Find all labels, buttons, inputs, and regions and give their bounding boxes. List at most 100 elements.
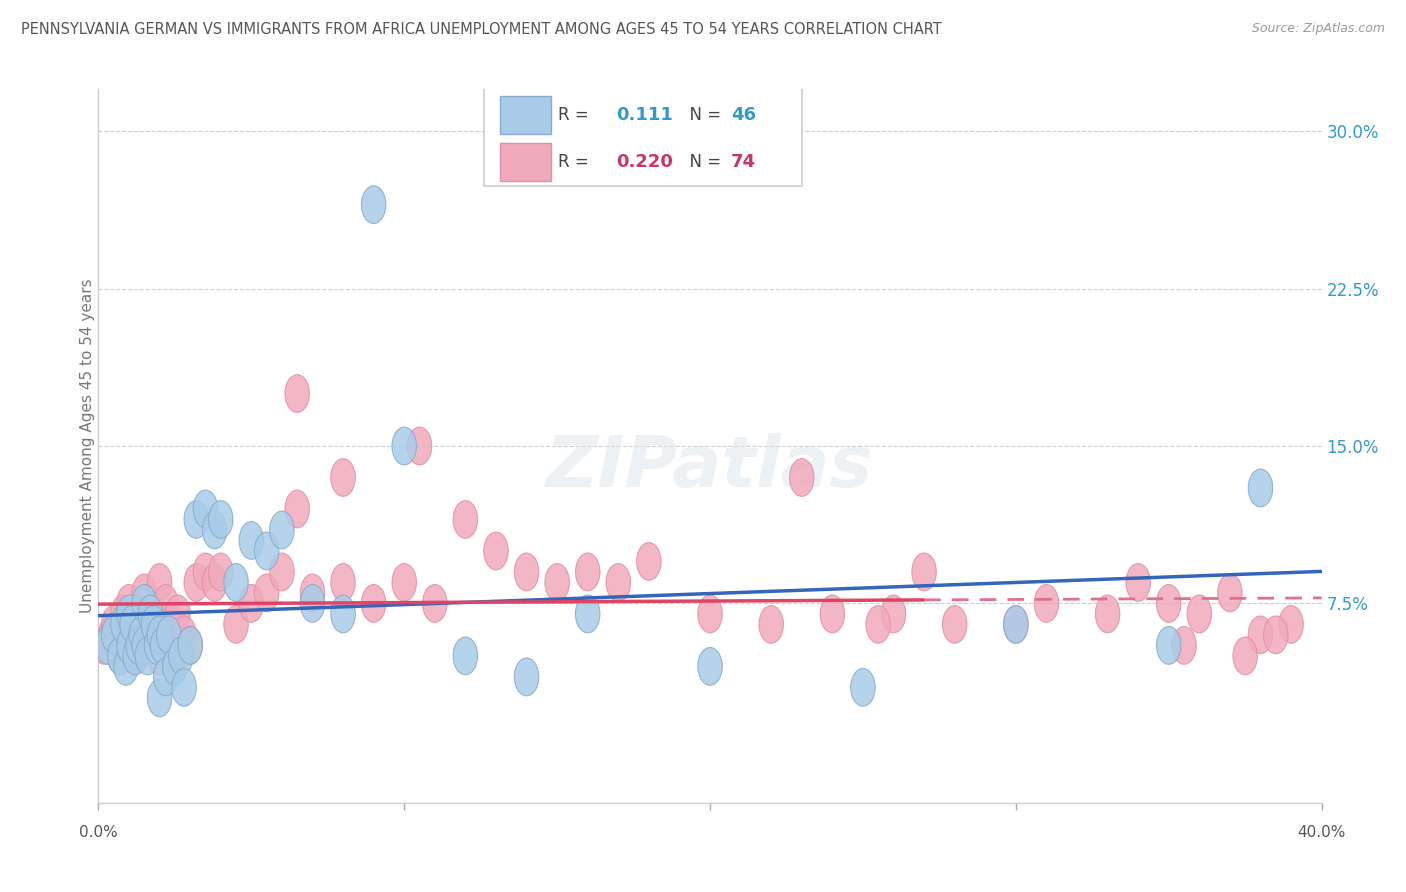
- Ellipse shape: [135, 616, 160, 654]
- Ellipse shape: [392, 564, 416, 601]
- Ellipse shape: [270, 553, 294, 591]
- Ellipse shape: [1126, 564, 1150, 601]
- Ellipse shape: [169, 626, 193, 665]
- Ellipse shape: [224, 606, 249, 643]
- Ellipse shape: [408, 427, 432, 465]
- Ellipse shape: [127, 616, 150, 654]
- Ellipse shape: [697, 595, 723, 632]
- Ellipse shape: [132, 595, 156, 632]
- Ellipse shape: [942, 606, 967, 643]
- Ellipse shape: [575, 553, 600, 591]
- Ellipse shape: [93, 626, 117, 665]
- Ellipse shape: [285, 375, 309, 412]
- Ellipse shape: [172, 616, 197, 654]
- Ellipse shape: [117, 584, 141, 623]
- Ellipse shape: [96, 626, 120, 665]
- Ellipse shape: [145, 626, 169, 665]
- Ellipse shape: [132, 626, 156, 665]
- Ellipse shape: [148, 637, 172, 674]
- Ellipse shape: [515, 553, 538, 591]
- Text: 40.0%: 40.0%: [1298, 825, 1346, 840]
- Ellipse shape: [1187, 595, 1212, 632]
- Ellipse shape: [179, 626, 202, 665]
- Ellipse shape: [208, 500, 233, 539]
- Ellipse shape: [820, 595, 845, 632]
- Ellipse shape: [172, 668, 197, 706]
- Ellipse shape: [1004, 606, 1028, 643]
- Ellipse shape: [1218, 574, 1241, 612]
- Ellipse shape: [224, 564, 249, 601]
- Text: 0.111: 0.111: [616, 106, 672, 124]
- Ellipse shape: [156, 616, 181, 654]
- Ellipse shape: [108, 637, 132, 674]
- Ellipse shape: [101, 606, 127, 643]
- Ellipse shape: [114, 616, 138, 654]
- Ellipse shape: [160, 606, 184, 643]
- Ellipse shape: [1264, 616, 1288, 654]
- Ellipse shape: [114, 648, 138, 685]
- Text: N =: N =: [679, 106, 727, 124]
- Ellipse shape: [1095, 595, 1119, 632]
- Ellipse shape: [882, 595, 905, 632]
- Ellipse shape: [330, 458, 356, 496]
- Ellipse shape: [790, 458, 814, 496]
- Y-axis label: Unemployment Among Ages 45 to 54 years: Unemployment Among Ages 45 to 54 years: [80, 278, 94, 614]
- Ellipse shape: [202, 511, 226, 549]
- Ellipse shape: [254, 532, 278, 570]
- Ellipse shape: [575, 595, 600, 632]
- Ellipse shape: [270, 511, 294, 549]
- Ellipse shape: [453, 637, 478, 674]
- Ellipse shape: [1279, 606, 1303, 643]
- Ellipse shape: [423, 584, 447, 623]
- Ellipse shape: [254, 574, 278, 612]
- Ellipse shape: [330, 564, 356, 601]
- Ellipse shape: [129, 616, 153, 654]
- Ellipse shape: [117, 626, 141, 665]
- Text: 74: 74: [731, 153, 756, 170]
- Text: 46: 46: [731, 106, 756, 124]
- Text: R =: R =: [558, 153, 595, 170]
- Ellipse shape: [546, 564, 569, 601]
- Ellipse shape: [132, 574, 156, 612]
- Ellipse shape: [184, 564, 208, 601]
- Ellipse shape: [98, 616, 122, 654]
- Text: PENNSYLVANIA GERMAN VS IMMIGRANTS FROM AFRICA UNEMPLOYMENT AMONG AGES 45 TO 54 Y: PENNSYLVANIA GERMAN VS IMMIGRANTS FROM A…: [21, 22, 942, 37]
- Ellipse shape: [122, 637, 148, 674]
- Ellipse shape: [515, 658, 538, 696]
- Ellipse shape: [759, 606, 783, 643]
- Ellipse shape: [193, 490, 218, 528]
- Ellipse shape: [145, 606, 169, 643]
- Ellipse shape: [1249, 616, 1272, 654]
- Ellipse shape: [141, 595, 166, 632]
- Ellipse shape: [163, 648, 187, 685]
- Ellipse shape: [138, 626, 163, 665]
- Ellipse shape: [1249, 469, 1272, 507]
- Ellipse shape: [150, 626, 174, 665]
- Ellipse shape: [120, 606, 145, 643]
- Ellipse shape: [148, 616, 172, 654]
- Ellipse shape: [153, 584, 179, 623]
- Ellipse shape: [129, 626, 153, 665]
- FancyBboxPatch shape: [499, 143, 551, 180]
- Ellipse shape: [301, 574, 325, 612]
- Ellipse shape: [111, 606, 135, 643]
- Ellipse shape: [392, 427, 416, 465]
- Ellipse shape: [202, 564, 226, 601]
- Ellipse shape: [1157, 626, 1181, 665]
- Ellipse shape: [104, 626, 129, 665]
- Ellipse shape: [127, 626, 150, 665]
- Ellipse shape: [132, 584, 156, 623]
- Ellipse shape: [150, 626, 174, 665]
- Text: R =: R =: [558, 106, 599, 124]
- Ellipse shape: [484, 532, 508, 570]
- Ellipse shape: [111, 595, 135, 632]
- Ellipse shape: [453, 500, 478, 539]
- Ellipse shape: [361, 584, 385, 623]
- Ellipse shape: [361, 186, 385, 224]
- Ellipse shape: [108, 637, 132, 674]
- Text: 0.0%: 0.0%: [79, 825, 118, 840]
- Ellipse shape: [117, 626, 141, 665]
- Text: Source: ZipAtlas.com: Source: ZipAtlas.com: [1251, 22, 1385, 36]
- Ellipse shape: [1157, 584, 1181, 623]
- Ellipse shape: [120, 606, 145, 643]
